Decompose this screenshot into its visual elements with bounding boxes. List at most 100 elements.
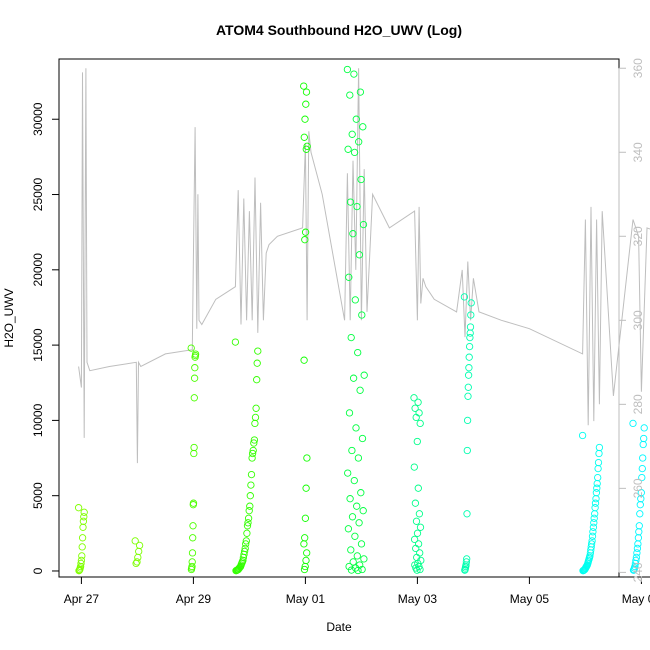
data-point [410,535,419,544]
data-point [189,522,197,530]
data-point [189,534,197,542]
y2-tick-label: 340 [631,142,645,162]
data-point [354,348,362,357]
data-point [410,394,418,402]
data-point [301,236,309,244]
data-point [349,558,357,566]
data-point [416,565,424,574]
data-point [302,484,310,492]
data-point [346,91,354,99]
data-point [354,566,362,575]
data-point [344,525,353,533]
data-point [351,296,359,304]
data-point [588,532,597,540]
data-point [594,473,602,482]
data-point [592,489,601,497]
data-point [190,394,198,402]
data-point [246,492,254,500]
data-point [356,88,365,96]
data-point [303,142,311,150]
data-point [352,424,360,432]
data-point [465,364,473,372]
data-point [636,501,644,509]
data-point [358,311,366,319]
data-point [300,356,308,364]
data-point [346,495,354,503]
data-point [463,446,471,455]
data-point [344,469,352,477]
data-point [251,413,260,422]
data-point [78,543,86,551]
data-point [347,546,355,554]
data-point [251,419,259,428]
data-point [355,138,363,146]
x-tick-label: Apr 27 [64,592,100,606]
y-tick-label: 20000 [31,253,45,287]
data-point [248,449,257,458]
data-point [135,541,144,550]
data-point [245,507,253,515]
y-axis-label: H2O_UWV [2,288,16,347]
data-point [254,347,262,355]
data-point [187,565,196,574]
data-point [590,519,598,527]
data-point [355,251,364,259]
data-point [463,510,471,518]
data-point [350,476,358,485]
data-point [350,70,358,78]
data-point [595,449,603,458]
data-point [347,333,355,342]
data-point [249,446,257,455]
data-point [594,458,603,467]
y-tick-label: 25000 [31,177,45,211]
data-point [411,499,420,507]
data-point [464,383,472,391]
data-point [413,529,422,537]
y2-tick-label: 360 [631,58,645,78]
y2-tick-label: 320 [631,226,645,246]
data-point [79,517,88,525]
data-point [302,88,311,96]
data-point [349,374,358,382]
plot-layer [74,65,650,575]
data-point [303,549,311,557]
data-point [301,514,310,522]
data-point [415,409,423,417]
data-point [79,523,87,531]
data-point [349,230,357,238]
data-point [242,537,250,545]
data-point [133,558,141,566]
data-point [189,501,197,509]
data-point [357,540,366,548]
data-point [591,504,599,512]
data-point [348,513,357,521]
data-point [302,100,310,108]
data-point [301,562,309,571]
data-point [250,439,258,447]
x-axis-label: Date [326,620,352,634]
data-point [353,502,361,510]
data-point [413,437,421,446]
data-point [359,507,367,515]
data-point [413,566,421,574]
data-point [190,443,198,452]
y2-tick-label: 260 [631,478,645,498]
data-point [244,519,252,527]
data-point [190,449,198,458]
data-point [593,479,601,488]
data-point [246,502,254,510]
data-point [359,220,368,229]
data-point [360,555,368,563]
data-point [589,523,598,531]
data-point [640,434,648,443]
data-point [135,547,143,556]
x-tick-label: May 01 [286,592,326,606]
data-point [416,419,424,428]
data-point [344,145,352,153]
data-point [247,481,255,489]
data-point [358,434,367,443]
data-point [303,454,311,462]
data-point [131,537,139,545]
data-point [412,413,420,422]
x-tick-label: May 03 [398,592,438,606]
